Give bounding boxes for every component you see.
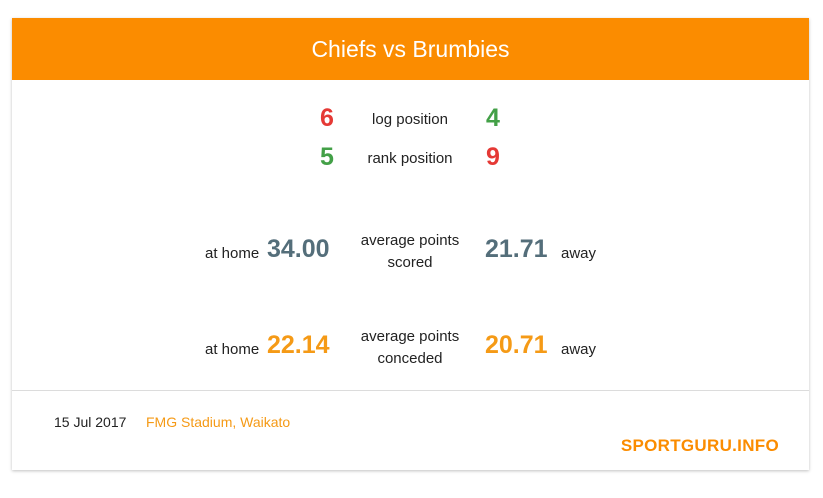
conceded-home-value: 22.14 bbox=[267, 331, 330, 359]
scored-label: average points scored bbox=[350, 230, 470, 274]
footer-divider bbox=[12, 390, 809, 391]
rank-position-row: 5 rank position 9 bbox=[12, 143, 809, 175]
log-position-label: log position bbox=[372, 111, 448, 128]
conceded-label-line2: conceded bbox=[377, 350, 443, 367]
points-scored-row: at home 34.00 average points scored 21.7… bbox=[12, 230, 809, 280]
away-rank-position: 9 bbox=[486, 143, 500, 171]
conceded-label: average points conceded bbox=[350, 326, 470, 370]
conceded-away-value: 20.71 bbox=[485, 331, 548, 359]
scored-home-prefix: at home bbox=[205, 245, 260, 262]
rank-position-label: rank position bbox=[367, 150, 453, 167]
match-title: Chiefs vs Brumbies bbox=[12, 18, 809, 80]
match-card: Chiefs vs Brumbies 6 log position 4 5 ra… bbox=[12, 18, 809, 470]
log-position-row: 6 log position 4 bbox=[12, 104, 809, 136]
match-venue-link[interactable]: FMG Stadium, Waikato bbox=[146, 414, 291, 430]
conceded-home-prefix: at home bbox=[205, 341, 260, 358]
scored-home-value: 34.00 bbox=[267, 235, 330, 263]
conceded-label-line1: average points bbox=[360, 328, 460, 345]
scored-away-suffix: away bbox=[561, 245, 597, 262]
sportguru-brand-link[interactable]: SPORTGURU.INFO bbox=[620, 436, 779, 455]
match-date: 15 Jul 2017 bbox=[54, 414, 127, 430]
scored-label-line2: scored bbox=[387, 254, 433, 271]
points-conceded-row: at home 22.14 average points conceded 20… bbox=[12, 326, 809, 376]
scored-label-line1: average points bbox=[360, 232, 460, 249]
home-log-position: 6 bbox=[320, 104, 334, 132]
conceded-away-suffix: away bbox=[561, 341, 597, 358]
scored-away-value: 21.71 bbox=[485, 235, 548, 263]
home-rank-position: 5 bbox=[320, 143, 334, 171]
away-log-position: 4 bbox=[486, 104, 500, 132]
